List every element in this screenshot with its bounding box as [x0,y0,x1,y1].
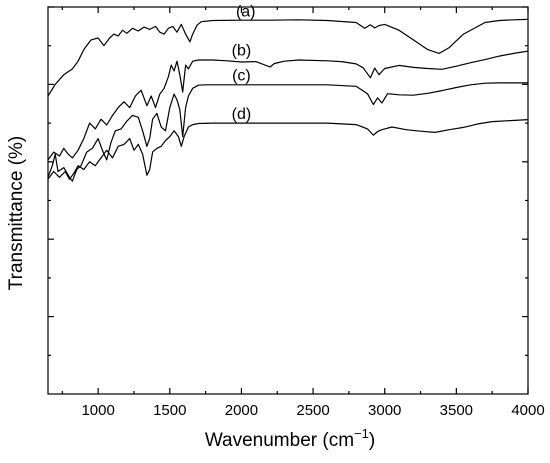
x-tick-label: 1500 [153,402,186,419]
series-label-1: (a) [236,4,256,21]
series-label-2: (b) [232,42,252,59]
plot-frame [47,6,529,395]
x-axis-tick-labels: 1000 1500 2000 2500 3000 3500 4000 [81,402,544,419]
x-axis-ticks [61,7,529,394]
x-tick-label: 1000 [81,402,114,419]
y-axis-title: Transmittance (%) [6,136,27,291]
series-traces [47,18,529,182]
series-labels: (a) (b) (c) (d) [232,4,256,124]
x-tick-label: 3500 [440,402,473,419]
series-trace-2 [47,50,529,161]
x-axis-title: Wavenumber (cm−1) [205,426,375,451]
series-trace-3 [47,82,528,182]
x-tick-label: 2500 [296,402,329,419]
series-trace-1 [47,18,529,97]
x-tick-label: 2000 [225,402,258,419]
x-tick-label: 3000 [368,402,401,419]
y-axis-ticks [48,6,528,356]
x-tick-label: 4000 [511,402,544,419]
series-label-4: (d) [232,106,252,123]
series-trace-4 [47,119,529,180]
series-label-3: (c) [232,68,251,85]
